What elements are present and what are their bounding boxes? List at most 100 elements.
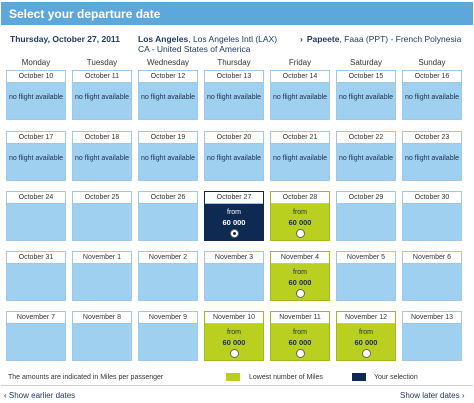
day-date-label: October 11 — [73, 71, 131, 83]
day-date-label: November 6 — [403, 252, 461, 264]
no-flight-text: no flight available — [338, 94, 394, 101]
select-date-radio[interactable] — [361, 349, 371, 358]
origin-city: Los Angeles — [138, 34, 189, 44]
day-date-label: November 11 — [271, 312, 329, 324]
day-date-label: October 21 — [271, 132, 329, 144]
arrow-right-icon: › — [300, 34, 303, 44]
day-date-label: October 13 — [205, 71, 263, 83]
show-earlier-dates-link[interactable]: ‹ Show earlier dates — [4, 391, 76, 400]
calendar-day-cell: October 17 no flight available — [6, 131, 66, 181]
day-date-label: November 12 — [337, 312, 395, 324]
no-flight-text: no flight available — [206, 155, 262, 162]
day-date-label: October 19 — [139, 132, 197, 144]
calendar-day-cell: October 10 no flight available — [6, 70, 66, 120]
calendar-day-cell: October 21 no flight available — [270, 131, 330, 181]
calendar-day-cell: November 7 — [6, 311, 66, 361]
from-label: from — [227, 329, 241, 336]
weekday-friday: Friday — [288, 58, 312, 67]
calendar-day-cell: November 9 — [138, 311, 198, 361]
no-flight-text: no flight available — [272, 94, 328, 101]
day-date-label: October 28 — [271, 192, 329, 204]
calendar-day-cell: October 24 — [6, 191, 66, 241]
from-label: from — [293, 269, 307, 276]
day-date-label: October 20 — [205, 132, 263, 144]
calendar-day-cell: October 12 no flight available — [138, 70, 198, 120]
calendar-day-cell[interactable]: November 4 from 60 000 — [270, 251, 330, 301]
day-date-label: November 5 — [337, 252, 395, 264]
no-flight-text: no flight available — [74, 155, 130, 162]
select-date-radio[interactable] — [295, 289, 305, 298]
page-title: Select your departure date — [1, 2, 473, 25]
calendar-day-cell: November 1 — [72, 251, 132, 301]
origin-text: Los Angeles, Los Angeles Intl (LAX) CA -… — [138, 34, 290, 54]
no-flight-text: no flight available — [74, 94, 130, 101]
day-date-label: October 18 — [73, 132, 131, 144]
no-flight-text: no flight available — [140, 155, 196, 162]
calendar-day-cell: October 30 — [402, 191, 462, 241]
calendar-day-cell: October 20 no flight available — [204, 131, 264, 181]
day-date-label: October 25 — [73, 192, 131, 204]
day-date-label: October 23 — [403, 132, 461, 144]
calendar-day-cell: October 13 no flight available — [204, 70, 264, 120]
legend-selection-label: Your selection — [374, 374, 418, 381]
select-date-radio[interactable] — [229, 229, 239, 238]
destination-airport: , Faaa (PPT) - French Polynesia — [339, 34, 462, 44]
weekday-thursday: Thursday — [217, 58, 251, 67]
miles-value: 60 000 — [354, 338, 378, 347]
calendar-day-cell: November 8 — [72, 311, 132, 361]
day-date-label: October 24 — [7, 192, 65, 204]
select-date-radio[interactable] — [295, 229, 305, 238]
day-date-label: October 16 — [403, 71, 461, 83]
calendar-day-cell: October 11 no flight available — [72, 70, 132, 120]
calendar-day-cell: October 23 no flight available — [402, 131, 462, 181]
calendar-day-cell: November 6 — [402, 251, 462, 301]
day-date-label: October 22 — [337, 132, 395, 144]
day-date-label: November 10 — [205, 312, 263, 324]
day-date-label: October 17 — [7, 132, 65, 144]
select-date-radio[interactable] — [295, 349, 305, 358]
day-date-label: November 3 — [205, 252, 263, 264]
calendar-day-cell[interactable]: November 11 from 60 000 — [270, 311, 330, 361]
calendar-day-cell: November 5 — [336, 251, 396, 301]
divider — [1, 385, 473, 386]
calendar-day-cell: October 22 no flight available — [336, 131, 396, 181]
calendar-day-cell[interactable]: October 27 from 60 000 — [204, 191, 264, 241]
day-date-label: October 31 — [7, 252, 65, 264]
no-flight-text: no flight available — [8, 94, 64, 101]
select-date-radio[interactable] — [229, 349, 239, 358]
calendar-day-cell: October 29 — [336, 191, 396, 241]
calendar-day-cell[interactable]: November 12 from 60 000 — [336, 311, 396, 361]
miles-value: 60 000 — [288, 338, 312, 347]
calendar-day-cell: October 26 — [138, 191, 198, 241]
calendar-day-cell: October 15 no flight available — [336, 70, 396, 120]
calendar-day-cell: October 19 no flight available — [138, 131, 198, 181]
no-flight-text: no flight available — [404, 94, 460, 101]
calendar-day-cell[interactable]: November 10 from 60 000 — [204, 311, 264, 361]
weekday-tuesday: Tuesday — [86, 58, 118, 67]
day-date-label: November 13 — [403, 312, 461, 324]
day-date-label: October 15 — [337, 71, 395, 83]
origin-airport: , Los Angeles Intl (LAX) CA - United Sta… — [138, 34, 278, 54]
from-label: from — [227, 209, 241, 216]
miles-value: 60 000 — [288, 278, 312, 287]
calendar-day-cell: October 18 no flight available — [72, 131, 132, 181]
no-flight-text: no flight available — [404, 155, 460, 162]
day-date-label: October 29 — [337, 192, 395, 204]
calendar-day-cell[interactable]: October 28 from 60 000 — [270, 191, 330, 241]
show-later-dates-link[interactable]: Show later dates › — [400, 391, 465, 400]
day-date-label: November 8 — [73, 312, 131, 324]
calendar-day-cell: November 3 — [204, 251, 264, 301]
legend-lowest-label: Lowest number of Miles — [249, 374, 323, 381]
miles-note: The amounts are indicated in Miles per p… — [8, 374, 164, 381]
calendar-day-cell: October 16 no flight available — [402, 70, 462, 120]
day-date-label: October 12 — [139, 71, 197, 83]
calendar-day-cell: October 14 no flight available — [270, 70, 330, 120]
day-date-label: November 1 — [73, 252, 131, 264]
weekday-monday: Monday — [21, 58, 51, 67]
day-date-label: October 27 — [205, 192, 263, 204]
legend-lowest-swatch — [226, 373, 240, 381]
flight-info: Thursday, October 27, 2011 Los Angeles, … — [10, 32, 470, 54]
no-flight-text: no flight available — [140, 94, 196, 101]
day-date-label: October 10 — [7, 71, 65, 83]
day-date-label: October 26 — [139, 192, 197, 204]
